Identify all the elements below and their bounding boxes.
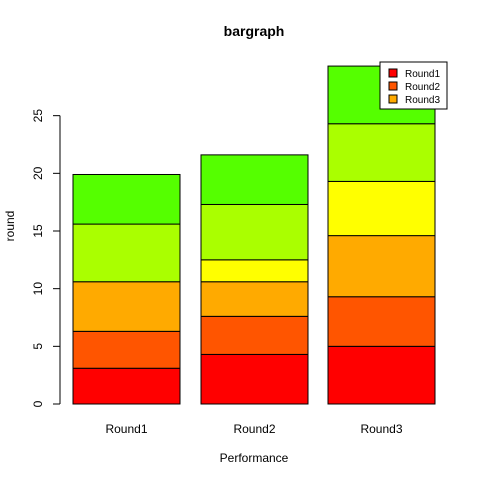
x-tick-label-round2: Round2 xyxy=(233,422,275,436)
bar-segment-round2-1 xyxy=(200,353,309,405)
bar-segment-round1-2 xyxy=(72,330,181,369)
legend-swatch xyxy=(388,81,398,91)
legend-label: Round2 xyxy=(405,82,440,93)
bar-segment-round3-4 xyxy=(327,180,436,237)
y-tick-label: 15 xyxy=(31,224,45,238)
bar-segment-round3-2 xyxy=(327,296,436,347)
bar-segment-round2-2 xyxy=(200,315,309,355)
legend-label: Round1 xyxy=(405,69,440,80)
bar-segment-round1-5 xyxy=(72,223,181,283)
y-tick-label: 10 xyxy=(31,282,45,296)
bar-segment-round1-3 xyxy=(72,281,181,332)
y-tick-label: 20 xyxy=(31,166,45,180)
bar-segment-round3-1 xyxy=(327,345,436,405)
x-axis: Round1 Round2 Round3 xyxy=(105,422,402,436)
y-axis: 0 5 10 15 20 25 xyxy=(31,109,61,407)
legend-swatch xyxy=(388,94,398,104)
bar-segment-round1-1 xyxy=(72,367,181,405)
y-tick-label: 25 xyxy=(31,109,45,123)
bar-segment-round2-4 xyxy=(200,259,309,283)
y-axis-title: round xyxy=(3,211,17,242)
legend: Round1 Round2 Round3 xyxy=(379,61,448,110)
bar-segment-round3-5 xyxy=(327,123,436,182)
y-tick-label: 5 xyxy=(31,343,45,350)
bar-segment-round2-5 xyxy=(200,203,309,261)
legend-swatch xyxy=(388,68,398,78)
bar-segment-round1-6 xyxy=(72,173,181,225)
x-tick-label-round3: Round3 xyxy=(360,422,402,436)
y-tick-label: 0 xyxy=(31,400,45,407)
bars-group xyxy=(72,65,436,405)
x-axis-title: Performance xyxy=(220,451,289,465)
bar-segment-round2-6 xyxy=(200,154,309,205)
legend-label: Round3 xyxy=(405,95,440,106)
bar-segment-round2-3 xyxy=(200,281,309,317)
chart-title: bargraph xyxy=(224,23,285,39)
x-tick-label-round1: Round1 xyxy=(105,422,147,436)
bar-segment-round3-3 xyxy=(327,235,436,298)
